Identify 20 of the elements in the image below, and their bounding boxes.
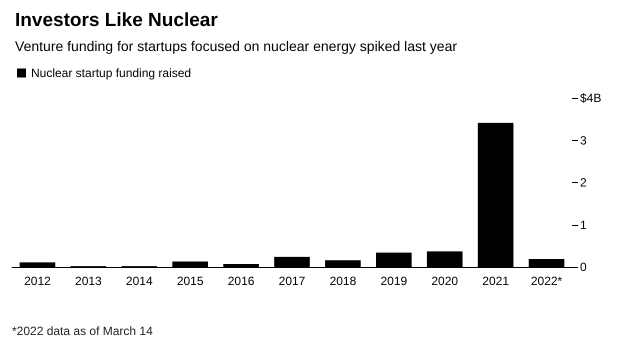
text: *2022 data as of March 14	[12, 324, 154, 338]
x-tick-label: 2021	[482, 274, 510, 288]
x-tick-label: 2016	[228, 274, 255, 288]
y-tick-label: $4B	[580, 91, 602, 105]
x-tick-label: 2018	[330, 274, 357, 288]
chart-title: Investors Like Nuclear	[15, 10, 218, 31]
x-tick-label: 2019	[380, 274, 408, 288]
x-tick-label: 2020	[431, 274, 458, 288]
chart-subtitle: Venture funding for startups focused on nuclear energy spiked last year	[15, 38, 458, 54]
x-tick-label: 2012	[24, 274, 52, 288]
y-tick-label: 3	[580, 133, 587, 148]
y-tick-label: 0	[580, 260, 587, 274]
x-tick-label: 2022*	[530, 274, 563, 288]
legend-label: Nuclear startup funding raised	[31, 66, 192, 80]
x-tick-label: 2015	[176, 274, 204, 288]
x-tick-label: 2017	[278, 274, 306, 288]
y-tick-label: 1	[580, 218, 587, 232]
x-tick-label: 2013	[75, 274, 102, 288]
y-tick-label: 2	[580, 176, 587, 190]
x-tick-label: 2014	[126, 274, 153, 288]
